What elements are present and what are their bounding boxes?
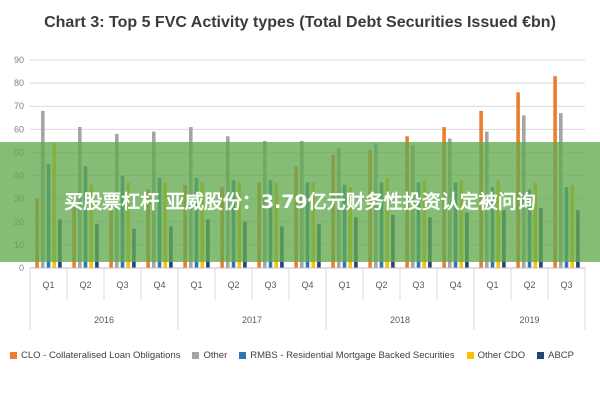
legend-label: RMBS - Residential Mortgage Backed Secur…	[250, 350, 455, 361]
x-tick-label: Q4	[301, 280, 313, 290]
x-tick-label: Q3	[560, 280, 572, 290]
x-tick-label: Q3	[116, 280, 128, 290]
legend-label: Other	[203, 350, 228, 361]
legend-swatch	[10, 352, 17, 359]
x-tick-label: Q2	[227, 280, 239, 290]
x-tick-label: Q3	[412, 280, 424, 290]
legend-swatch	[466, 352, 474, 359]
x-tick-label: Q4	[153, 280, 165, 290]
legend-label: Other CDO	[477, 350, 526, 361]
x-tick-label: Q1	[486, 280, 498, 290]
year-label: 2018	[390, 315, 410, 325]
x-tick-label: Q3	[264, 280, 276, 290]
overlay-banner-text: 买股票杠杆 亚威股份：3.79亿元财务性投资认定被问询	[64, 191, 536, 213]
legend-swatch	[192, 352, 200, 359]
legend-item: CLO - Collateralised Loan Obligations	[10, 350, 180, 361]
legend-item: ABCP	[537, 350, 574, 361]
legend-label: ABCP	[548, 350, 574, 361]
legend-label: CLO - Collateralised Loan Obligations	[21, 350, 181, 361]
x-tick-label: Q2	[375, 280, 387, 290]
x-tick-label: Q1	[190, 280, 202, 290]
y-tick-label: 0	[19, 263, 24, 273]
year-label: 2019	[519, 315, 539, 325]
x-tick-label: Q4	[449, 280, 461, 290]
y-tick-label: 70	[14, 101, 24, 111]
y-tick-label: 80	[14, 78, 24, 88]
y-tick-label: 60	[14, 124, 24, 134]
legend-swatch	[239, 352, 247, 359]
year-label: 2017	[242, 315, 262, 325]
x-tick-label: Q2	[523, 280, 535, 290]
x-tick-label: Q1	[338, 280, 350, 290]
legend-item: Other CDO	[466, 350, 526, 361]
legend-item: RMBS - Residential Mortgage Backed Secur…	[239, 350, 455, 361]
legend-swatch	[537, 352, 545, 359]
x-tick-label: Q1	[42, 280, 54, 290]
year-label: 2016	[94, 315, 114, 325]
chart-legend: CLO - Collateralised Loan Obligations Oth…	[10, 350, 600, 361]
overlay-banner: 买股票杠杆 亚威股份：3.79亿元财务性投资认定被问询	[0, 142, 600, 262]
x-tick-label: Q2	[79, 280, 91, 290]
y-tick-label: 90	[14, 55, 24, 65]
chart-title: Chart 3: Top 5 FVC Activity types (Total…	[44, 14, 556, 31]
legend-item: Other	[192, 350, 227, 361]
